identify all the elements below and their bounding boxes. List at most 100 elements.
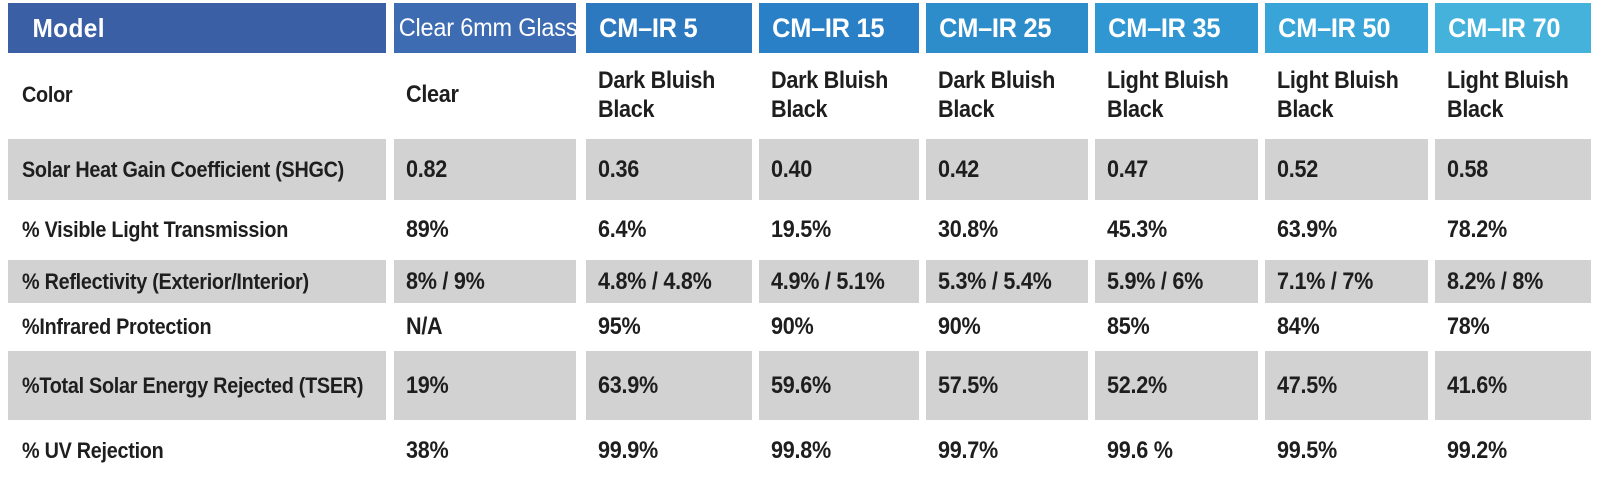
data-cell: Dark Bluish Black: [926, 53, 1088, 137]
data-cell-text: 0.52: [1277, 155, 1318, 183]
data-cell-text: 0.36: [598, 155, 639, 183]
data-cell: Light Bluish Black: [1435, 53, 1591, 137]
data-cell-text: 52.2%: [1107, 371, 1167, 399]
header-row: Model Clear 6mm Glass CM–IR 5 CM–IR 15 CM–I…: [0, 3, 1600, 53]
header-cell-product: CM–IR 15: [759, 3, 919, 53]
row-label-text: %Total Solar Energy Rejected (TSER): [22, 372, 364, 398]
data-cell: N/A: [394, 305, 576, 349]
header-cell-product: CM–IR 5: [586, 3, 752, 53]
data-cell: Dark Bluish Black: [759, 53, 919, 137]
data-cell-text: Light Bluish Black: [1277, 66, 1399, 123]
data-cell-text: 8% / 9%: [406, 267, 485, 295]
header-label: Clear 6mm Glass: [398, 13, 578, 42]
data-cell-text: 78%: [1447, 313, 1490, 340]
data-cell: 90%: [759, 305, 919, 349]
row-label-text: % UV Rejection: [22, 438, 164, 463]
table-row: % UV Rejection 38% 99.9% 99.8% 99.7% 99.6 % 99…: [0, 422, 1600, 480]
row-label: % Reflectivity (Exterior/Interior): [8, 258, 386, 305]
data-cell: 0.36: [586, 137, 752, 202]
data-cell-text: Dark Bluish Black: [771, 66, 889, 123]
data-cell: 8.2% / 8%: [1435, 258, 1591, 305]
data-cell: 45.3%: [1095, 202, 1258, 258]
table-row: % Reflectivity (Exterior/Interior) 8% / 9…: [0, 258, 1600, 305]
header-cell-model: Model: [8, 3, 386, 53]
data-cell-text: 0.58: [1447, 155, 1488, 183]
data-cell-text: 19%: [406, 371, 449, 399]
data-cell-text: Light Bluish Black: [1107, 66, 1229, 123]
data-cell-text: N/A: [406, 313, 443, 340]
data-cell: 90%: [926, 305, 1088, 349]
data-cell: 7.1% / 7%: [1265, 258, 1428, 305]
table-row: % Visible Light Transmission 89% 6.4% 19.5%…: [0, 202, 1600, 258]
row-label-text: Solar Heat Gain Coefficient (SHGC): [22, 156, 344, 182]
data-cell-text: 85%: [1107, 313, 1150, 340]
data-cell: 30.8%: [926, 202, 1088, 258]
data-cell: 99.7%: [926, 422, 1088, 480]
data-cell: 78.2%: [1435, 202, 1591, 258]
data-cell: 78%: [1435, 305, 1591, 349]
data-cell: Light Bluish Black: [1265, 53, 1428, 137]
header-label: CM–IR 25: [939, 12, 1052, 43]
data-cell: 0.52: [1265, 137, 1428, 202]
data-cell-text: 84%: [1277, 313, 1320, 340]
data-cell: 4.9% / 5.1%: [759, 258, 919, 305]
data-cell-text: 4.9% / 5.1%: [771, 267, 885, 295]
data-cell-text: 7.1% / 7%: [1277, 267, 1374, 295]
data-cell-text: 57.5%: [938, 371, 998, 399]
header-label: CM–IR 15: [772, 12, 885, 43]
row-label-text: % Visible Light Transmission: [22, 217, 289, 242]
data-cell: 99.9%: [586, 422, 752, 480]
data-cell: 5.3% / 5.4%: [926, 258, 1088, 305]
table-row: %Total Solar Energy Rejected (TSER) 19% 63…: [0, 349, 1600, 422]
data-cell: 41.6%: [1435, 349, 1591, 422]
header-label: CM–IR 70: [1448, 12, 1561, 43]
data-cell-text: 41.6%: [1447, 371, 1507, 399]
data-cell-text: 0.42: [938, 155, 979, 183]
data-cell: 85%: [1095, 305, 1258, 349]
data-cell: 89%: [394, 202, 576, 258]
header-label: CM–IR 35: [1108, 12, 1221, 43]
data-cell: Light Bluish Black: [1095, 53, 1258, 137]
data-cell-text: Light Bluish Black: [1447, 66, 1569, 123]
data-cell-text: 0.82: [406, 155, 447, 183]
data-cell-text: 47.5%: [1277, 371, 1337, 399]
data-cell-text: 8.2% / 8%: [1447, 267, 1544, 295]
data-cell-text: 59.6%: [771, 371, 831, 399]
data-cell-text: 89%: [406, 216, 449, 243]
data-cell-text: 99.2%: [1447, 437, 1507, 464]
row-label: % UV Rejection: [8, 422, 386, 480]
data-cell: 0.82: [394, 137, 576, 202]
row-label-text: Color: [22, 82, 73, 107]
data-cell-text: 19.5%: [771, 216, 831, 243]
data-cell: 52.2%: [1095, 349, 1258, 422]
data-cell-text: 45.3%: [1107, 216, 1167, 243]
data-cell: 4.8% / 4.8%: [586, 258, 752, 305]
data-cell: 0.58: [1435, 137, 1591, 202]
header-cell-product: CM–IR 25: [926, 3, 1088, 53]
data-cell-text: 5.9% / 6%: [1107, 267, 1204, 295]
header-label: CM–IR 5: [599, 12, 698, 43]
data-cell: 0.42: [926, 137, 1088, 202]
data-cell-text: 99.8%: [771, 437, 831, 464]
row-label: Color: [8, 53, 386, 137]
data-cell: 47.5%: [1265, 349, 1428, 422]
data-cell: 59.6%: [759, 349, 919, 422]
data-cell: Dark Bluish Black: [586, 53, 752, 137]
data-cell: 5.9% / 6%: [1095, 258, 1258, 305]
data-cell-text: Dark Bluish Black: [598, 66, 716, 123]
data-cell-text: Dark Bluish Black: [938, 66, 1056, 123]
table-body: Color Clear Dark Bluish Black Dark Bluish B…: [0, 53, 1600, 480]
data-cell-text: 99.9%: [598, 437, 658, 464]
data-cell-text: 6.4%: [598, 216, 647, 243]
data-cell: 38%: [394, 422, 576, 480]
data-cell-text: 63.9%: [1277, 216, 1337, 243]
data-cell: 95%: [586, 305, 752, 349]
data-cell: 57.5%: [926, 349, 1088, 422]
data-cell-text: 99.5%: [1277, 437, 1337, 464]
data-cell: 99.2%: [1435, 422, 1591, 480]
data-cell-text: 95%: [598, 313, 641, 340]
row-label-text: %Infrared Protection: [22, 314, 212, 339]
data-cell-text: 5.3% / 5.4%: [938, 267, 1052, 295]
data-cell: 99.5%: [1265, 422, 1428, 480]
